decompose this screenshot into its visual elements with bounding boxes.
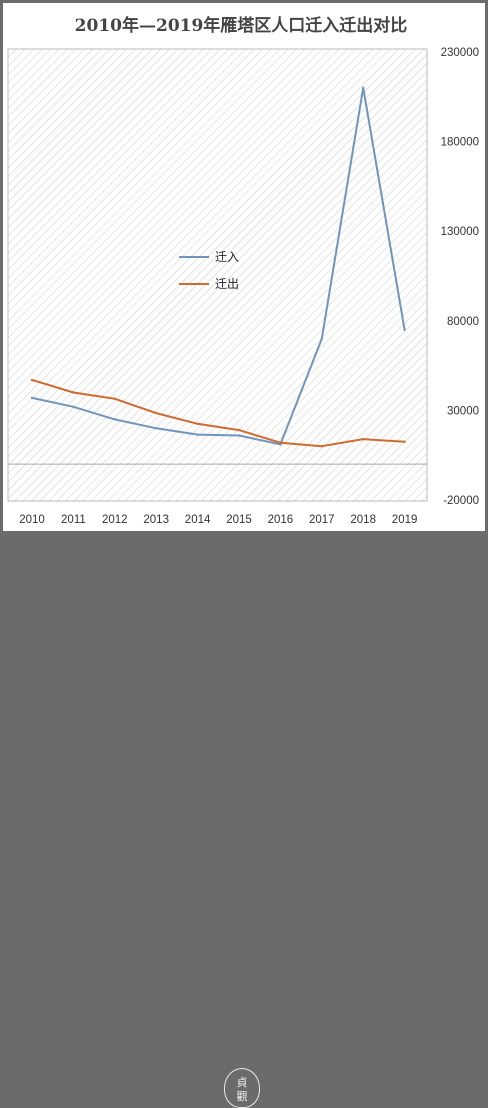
series-line-2 — [31, 378, 405, 448]
chart-title: 2010年—2019年雁塔区人口迁入迁出对比 — [74, 16, 408, 36]
data-point — [403, 328, 406, 331]
x-tick-label: 2016 — [268, 514, 294, 526]
y-tick-label: 30000 — [447, 405, 479, 417]
x-tick-label: 2010 — [19, 514, 45, 526]
data-point — [113, 397, 117, 400]
x-tick-label: 2014 — [185, 514, 211, 526]
data-point — [155, 427, 158, 430]
data-point — [320, 445, 323, 448]
svg-text:貞: 貞 — [237, 1076, 248, 1089]
chart-card: -20000 30000 80000 130000 180000 230000 2010 2… — [3, 3, 485, 531]
legend-label: 迁出 — [215, 277, 239, 291]
data-point — [320, 337, 323, 340]
data-point — [30, 396, 34, 400]
footer-bar: 貞 觀 — [0, 531, 488, 1108]
x-tick-label: 2018 — [350, 514, 376, 526]
x-tick-label: 2013 — [143, 514, 169, 526]
data-point — [113, 418, 117, 421]
x-tick-label: 2011 — [61, 514, 86, 526]
x-tick-label: 2012 — [102, 514, 128, 526]
data-point — [72, 405, 75, 409]
y-tick-label: 180000 — [441, 137, 479, 149]
data-point — [196, 433, 199, 436]
y-tick-label: 80000 — [447, 316, 479, 328]
chart: -20000 30000 80000 130000 180000 230000 2010 2… — [7, 47, 479, 526]
data-point — [155, 411, 158, 415]
svg-text:觀: 觀 — [237, 1090, 248, 1103]
data-point — [279, 441, 282, 444]
data-point — [279, 443, 282, 446]
data-point — [237, 428, 241, 432]
legend-label: 迁入 — [215, 250, 239, 264]
y-tick-label: 130000 — [441, 226, 479, 238]
plot-area — [7, 48, 428, 502]
data-point — [196, 422, 199, 426]
data-point — [403, 440, 406, 443]
data-point — [362, 86, 365, 90]
y-tick-label: -20000 — [443, 495, 479, 507]
y-tick-label: 230000 — [441, 47, 479, 59]
data-point — [237, 434, 241, 437]
data-point — [30, 378, 34, 382]
seal-logo: 貞 觀 — [224, 1068, 260, 1108]
series-line-1 — [31, 86, 406, 446]
data-point — [72, 391, 75, 394]
data-point — [362, 437, 365, 441]
x-tick-label: 2015 — [226, 514, 252, 526]
x-tick-label: 2017 — [309, 514, 335, 526]
x-tick-label: 2019 — [392, 514, 418, 526]
